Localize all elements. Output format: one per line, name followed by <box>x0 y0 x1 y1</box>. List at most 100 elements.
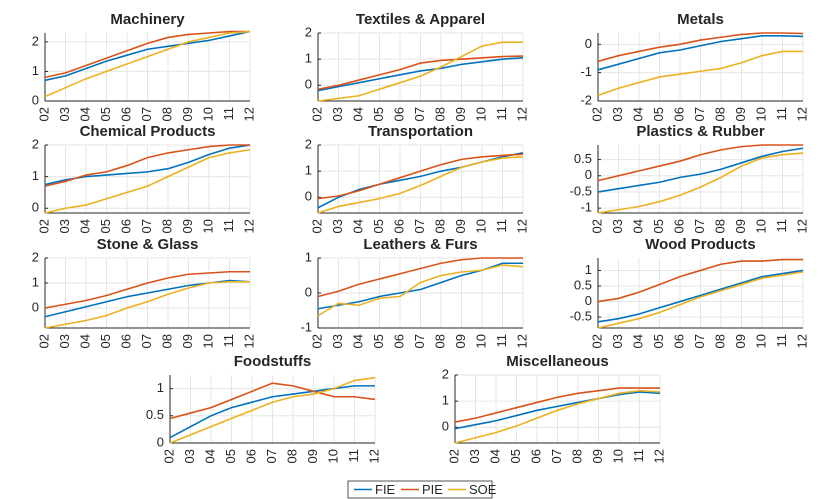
x-tick-label: 03 <box>610 107 625 121</box>
x-tick-label: 02 <box>446 449 461 463</box>
y-tick-label: 0 <box>157 434 164 449</box>
x-tick-label: 04 <box>77 107 92 121</box>
series-line <box>454 389 661 444</box>
x-tick-label: 04 <box>630 334 645 348</box>
x-tick-label: 03 <box>57 334 72 348</box>
x-tick-label: 08 <box>432 107 447 121</box>
x-tick-label: 07 <box>692 107 707 121</box>
x-tick-label: 02 <box>309 107 324 121</box>
series-line <box>44 144 250 187</box>
chart-title: Leathers & Furs <box>363 236 477 253</box>
x-tick-label: 06 <box>528 449 543 463</box>
x-tick-label: 06 <box>671 107 686 121</box>
x-tick-label: 05 <box>371 334 386 348</box>
chart-title: Plastics & Rubber <box>636 123 765 140</box>
y-tick-label: 0 <box>585 167 592 182</box>
series-line <box>597 269 804 323</box>
y-tick-label: 0 <box>32 92 39 107</box>
x-tick-label: 09 <box>180 107 195 121</box>
chart-title: Machinery <box>110 11 185 28</box>
series-line <box>317 41 523 102</box>
x-tick-label: 03 <box>610 219 625 233</box>
x-tick-label: 04 <box>350 334 365 348</box>
y-tick-label: 0 <box>32 299 39 314</box>
series-line <box>597 271 804 329</box>
x-tick-label: 03 <box>330 334 345 348</box>
x-tick-label: 07 <box>412 107 427 121</box>
x-tick-label: 12 <box>651 449 666 463</box>
y-tick-label: 0 <box>442 419 449 434</box>
x-tick-label: 02 <box>36 219 51 233</box>
x-tick-label: 02 <box>589 107 604 121</box>
y-tick-label: 1 <box>32 168 39 183</box>
chart-title: Metals <box>677 11 724 28</box>
x-tick-label: 10 <box>200 219 215 233</box>
y-tick-label: 0.5 <box>574 277 592 292</box>
series-line <box>317 153 524 200</box>
x-tick-label: 09 <box>733 334 748 348</box>
y-tick-label: 1 <box>32 63 39 78</box>
y-tick-label: -1 <box>580 200 592 215</box>
series-line <box>317 264 524 317</box>
x-tick-label: 04 <box>630 219 645 233</box>
x-tick-label: 08 <box>569 449 584 463</box>
x-tick-label: 06 <box>671 219 686 233</box>
series-line <box>597 152 804 214</box>
chart-title: Stone & Glass <box>97 236 199 253</box>
chart-title: Chemical Products <box>80 123 216 140</box>
x-tick-label: 09 <box>180 334 195 348</box>
y-tick-label: 1 <box>32 274 39 289</box>
y-tick-label: 0 <box>305 189 312 204</box>
x-tick-label: 12 <box>241 219 256 233</box>
x-tick-label: 09 <box>305 449 320 463</box>
x-tick-label: 04 <box>202 449 217 463</box>
x-tick-label: 11 <box>346 449 361 463</box>
x-tick-label: 11 <box>221 219 236 233</box>
x-tick-label: 07 <box>264 449 279 463</box>
x-tick-label: 11 <box>631 449 646 463</box>
y-tick-label: 0 <box>305 77 312 92</box>
x-tick-label: 11 <box>774 219 789 233</box>
x-tick-label: 05 <box>98 219 113 233</box>
x-tick-label: 06 <box>391 334 406 348</box>
x-tick-label: 09 <box>733 219 748 233</box>
x-tick-label: 11 <box>221 107 236 121</box>
x-tick-label: 07 <box>692 219 707 233</box>
x-tick-label: 07 <box>412 334 427 348</box>
chart-title: Transportation <box>368 123 473 140</box>
x-tick-label: 02 <box>309 334 324 348</box>
x-tick-label: 09 <box>453 334 468 348</box>
chart-title: Foodstuffs <box>234 353 311 370</box>
x-tick-label: 10 <box>325 449 340 463</box>
x-tick-label: 02 <box>161 449 176 463</box>
x-tick-label: 05 <box>371 107 386 121</box>
x-tick-label: 06 <box>118 219 133 233</box>
chart-title: Miscellaneous <box>506 353 609 370</box>
series-line <box>597 144 803 182</box>
y-tick-label: 1 <box>305 163 312 178</box>
x-tick-label: 10 <box>200 334 215 348</box>
x-tick-label: 06 <box>243 449 258 463</box>
x-tick-label: 11 <box>494 219 509 233</box>
x-tick-label: 02 <box>589 219 604 233</box>
x-tick-label: 10 <box>473 219 488 233</box>
series-line <box>44 30 250 79</box>
x-tick-label: 12 <box>514 334 529 348</box>
x-tick-label: 12 <box>514 107 529 121</box>
x-tick-label: 08 <box>159 219 174 233</box>
x-tick-label: 03 <box>610 334 625 348</box>
x-tick-label: 09 <box>180 219 195 233</box>
x-tick-label: 02 <box>309 219 324 233</box>
y-tick-label: -1 <box>300 319 312 334</box>
y-tick-label: 1 <box>442 393 449 408</box>
legend-label: PIE <box>422 482 443 497</box>
series-line <box>44 270 250 309</box>
x-tick-label: 12 <box>794 219 809 233</box>
x-tick-label: 11 <box>494 107 509 121</box>
x-tick-label: 02 <box>36 107 51 121</box>
x-tick-label: 10 <box>473 107 488 121</box>
chart-title: Wood Products <box>645 236 756 253</box>
series-line <box>317 57 524 92</box>
y-tick-label: 0 <box>305 284 312 299</box>
x-tick-label: 08 <box>712 107 727 121</box>
